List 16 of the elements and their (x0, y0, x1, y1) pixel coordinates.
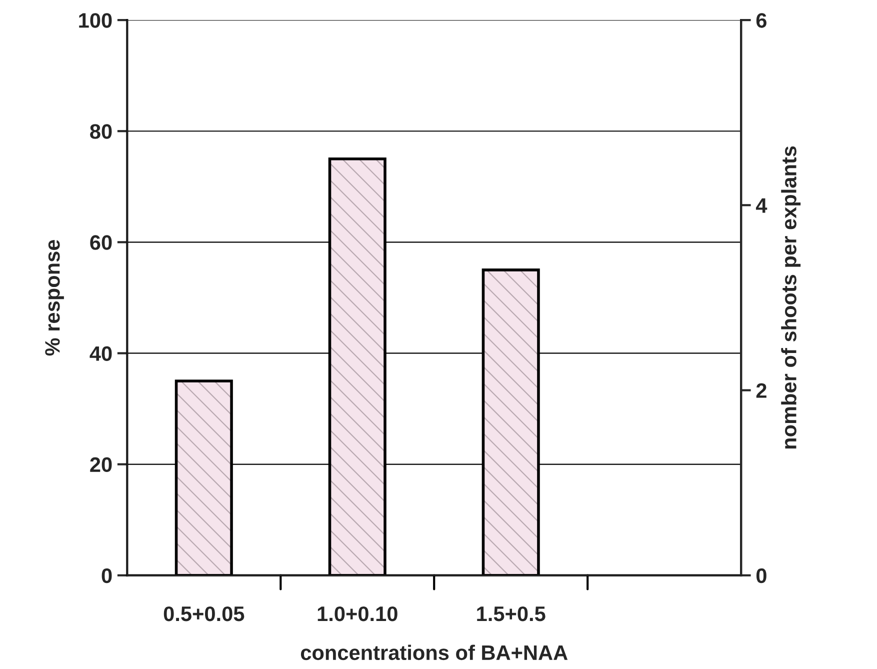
x-tick-label: 0.5+0.05 (164, 606, 244, 622)
y-tick-label: 60 (90, 235, 112, 250)
y2-tick-label: 4 (756, 198, 768, 213)
y2-axis-title: nomber of shoots per explants (781, 146, 801, 449)
y2-tick-label: 2 (756, 383, 766, 398)
y-tick-label: 20 (90, 457, 112, 472)
x-tick-label: 1.5+0.5 (477, 606, 546, 622)
x-tick-label: 1.0+0.10 (318, 606, 398, 622)
y-tick-label: 0 (102, 568, 112, 584)
y-tick-label: 100 (79, 13, 112, 28)
y-tick-label: 80 (90, 124, 112, 139)
y2-tick-label: 6 (756, 13, 766, 28)
x-axis-title: concentrations of BA+NAA (300, 644, 568, 660)
y2-tick-label: 0 (756, 568, 766, 584)
y-tick-label: 40 (90, 346, 112, 361)
y-axis-title: % response (45, 240, 64, 356)
